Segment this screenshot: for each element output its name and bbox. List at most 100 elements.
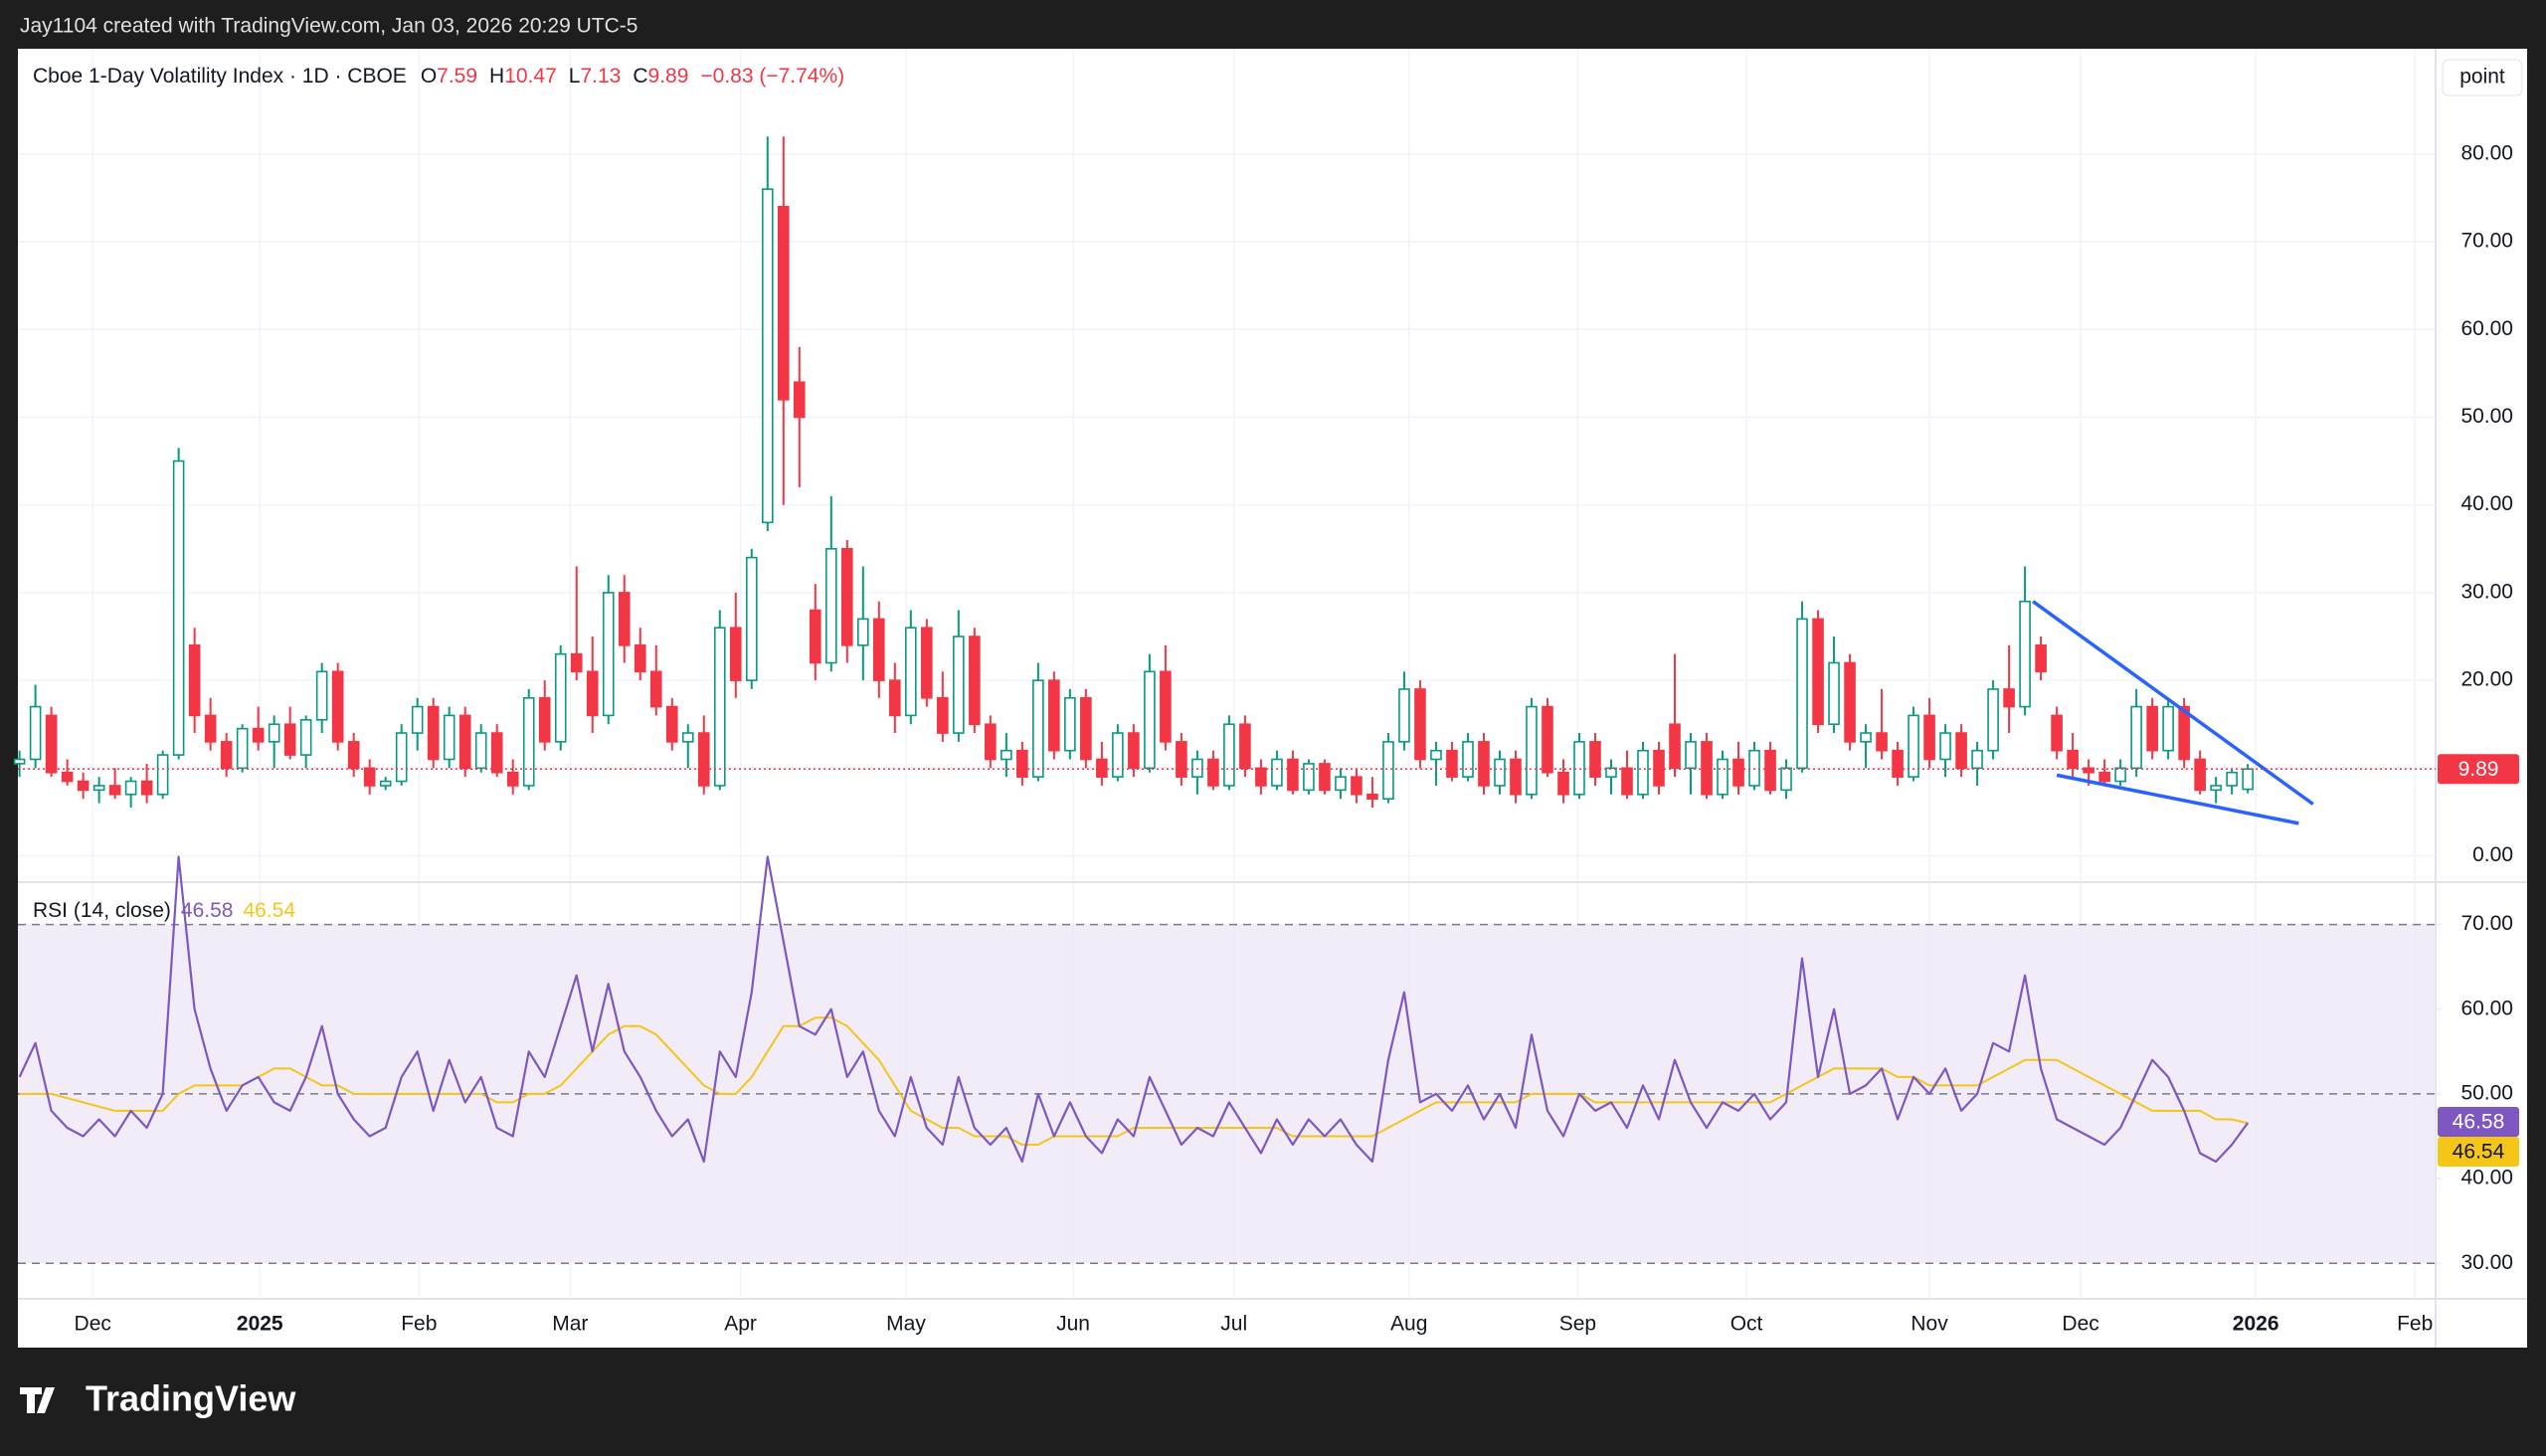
candle-body — [1366, 793, 1378, 801]
y-tick-label: 40.00 — [2460, 492, 2513, 515]
candle-body — [1987, 688, 1999, 752]
candle-body — [1128, 732, 1140, 770]
candle-body — [1621, 767, 1633, 796]
candle-body — [45, 714, 58, 774]
candle-body — [1876, 732, 1888, 752]
candle-body — [1908, 714, 1919, 778]
candle-body — [522, 696, 535, 787]
candle-body — [1462, 741, 1474, 778]
candle-body — [1112, 732, 1124, 778]
candle-body — [538, 696, 551, 743]
candle-body — [188, 644, 201, 717]
candle-body — [1844, 661, 1856, 743]
candle-body — [1685, 741, 1697, 770]
y-tick-label: 40.00 — [2460, 1167, 2513, 1189]
candle-body — [2242, 768, 2254, 791]
x-tick-label: Oct — [1730, 1313, 1763, 1336]
candle-body — [681, 732, 694, 743]
candle-body — [889, 679, 901, 717]
candle-body — [2051, 714, 2063, 752]
candle-body — [427, 705, 440, 761]
candle-body — [1939, 732, 1951, 761]
candle-body — [1955, 732, 1967, 770]
candle-body — [618, 592, 631, 646]
candle-body — [283, 723, 296, 756]
candle-body — [1303, 763, 1315, 792]
candle-body — [2035, 644, 2047, 673]
brand-name[interactable]: TradingView — [86, 1378, 296, 1419]
candle-body — [1446, 749, 1458, 778]
y-tick-label: 20.00 — [2460, 668, 2513, 691]
x-tick-label: Dec — [75, 1313, 111, 1336]
candles — [13, 136, 2254, 809]
candle-body — [841, 547, 853, 646]
candle-body — [793, 381, 806, 419]
candle-body — [1796, 618, 1808, 770]
candle-body — [1923, 714, 1935, 761]
candle-body — [395, 732, 408, 783]
candle-body — [1223, 723, 1235, 787]
candle-body — [458, 714, 471, 770]
candle-body — [937, 696, 949, 734]
y-tick-label: 80.00 — [2460, 141, 2513, 164]
candle-body — [2194, 758, 2206, 792]
candle-body — [697, 732, 710, 787]
candle-body — [236, 727, 249, 770]
candle-body — [1255, 767, 1267, 787]
candle-body — [1176, 741, 1187, 778]
candle-body — [1096, 758, 1108, 778]
indicator-badge-label: 46.58 — [2453, 1111, 2505, 1134]
candle-body — [2019, 600, 2031, 708]
candle-body — [363, 767, 376, 787]
candle-body — [1191, 758, 1203, 778]
candle-body — [905, 627, 917, 717]
credit: Jay1104 created with TradingView.com, Ja… — [20, 15, 637, 38]
ohlc-value: 9.89 — [648, 65, 689, 88]
ohlc-value: 7.13 — [580, 65, 621, 88]
last-price-badge — [2438, 754, 2519, 785]
candle-body — [204, 714, 217, 743]
candle-body — [1971, 749, 1983, 770]
y-tick-label: 70.00 — [2460, 230, 2513, 253]
candle-body — [1494, 758, 1506, 787]
candle-body — [857, 618, 869, 646]
candle-body — [1637, 749, 1649, 796]
point-button[interactable] — [2442, 59, 2523, 96]
candle-body — [172, 459, 185, 756]
candle-body — [331, 670, 344, 743]
candle-body — [1669, 723, 1681, 770]
x-tick-label: Jul — [1220, 1313, 1247, 1336]
candle-body — [379, 780, 392, 787]
candle-body — [1351, 776, 1363, 796]
candle-body — [1860, 732, 1872, 743]
ohlc-letter: C — [633, 65, 647, 88]
candle-body — [1557, 771, 1569, 796]
y-tick-label: 50.00 — [2460, 1081, 2513, 1104]
candle-body — [506, 771, 519, 787]
candle-body — [1430, 749, 1442, 761]
candle-body — [729, 627, 742, 681]
trend-line — [2056, 773, 2299, 825]
indicator-value: 46.54 — [243, 899, 295, 922]
candle-body — [1064, 696, 1076, 752]
indicator-legend: RSI (14, close) 46.58 46.54 — [33, 899, 295, 922]
candle-body — [921, 627, 933, 699]
candle-body — [2178, 705, 2190, 761]
indicator-badge — [2438, 1107, 2519, 1137]
candle-body — [347, 741, 360, 770]
candle-body — [554, 652, 567, 743]
candle-body — [13, 758, 26, 765]
point-button-label[interactable]: point — [2459, 66, 2505, 89]
candle-body — [1144, 670, 1156, 770]
candle-body — [1812, 618, 1824, 726]
candle-body — [1526, 705, 1538, 796]
candle-body — [713, 627, 726, 787]
ohlc-letter: L — [569, 65, 581, 88]
candle-body — [586, 670, 599, 717]
candle-body — [61, 771, 74, 783]
candle-body — [474, 732, 487, 770]
candle-body — [665, 705, 678, 743]
candle-body — [1717, 758, 1728, 796]
